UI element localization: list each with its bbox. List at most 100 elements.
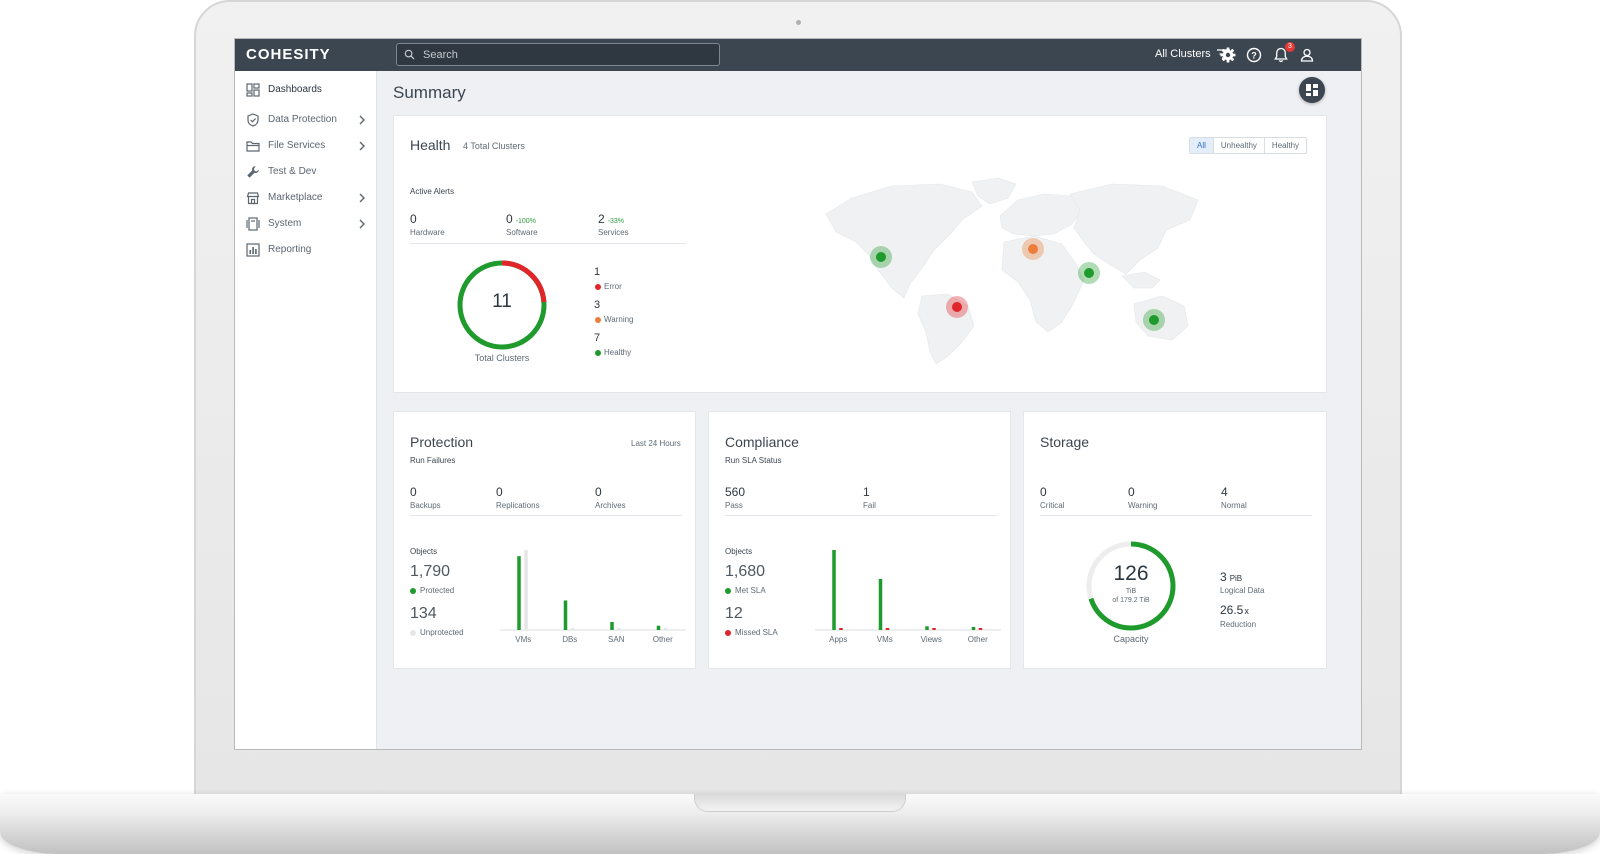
compliance-bar-apps-met-sla <box>832 550 836 630</box>
protection-bar-other-unprotected <box>663 628 668 630</box>
critical-label: Critical <box>1040 501 1065 510</box>
cluster-marker-south-america[interactable] <box>946 296 968 318</box>
cluster-marker-north-america[interactable] <box>870 246 892 268</box>
alerts-divider <box>410 243 686 244</box>
protection-bar-vms-unprotected <box>524 550 528 630</box>
compliance-tick-label: Apps <box>829 635 847 644</box>
sidebar-item-data-protection[interactable]: Data Protection <box>235 109 377 131</box>
health-subtitle: 4 Total Clusters <box>463 141 525 151</box>
fail-label: Fail <box>863 501 876 510</box>
cluster-marker-europe[interactable] <box>1022 238 1044 260</box>
sidebar-item-label: Data Protection <box>268 114 337 125</box>
wrench-icon <box>247 166 259 178</box>
compliance-objects-label: Objects <box>725 547 753 556</box>
map-asia <box>1069 183 1199 275</box>
warning-dot <box>595 317 601 323</box>
protection-tick-label: Other <box>653 635 673 644</box>
logical-data-label: Logical Data <box>1220 586 1265 595</box>
alert-hardware-value: 0 <box>410 212 417 226</box>
compliance-divider <box>725 515 997 516</box>
error-label: Error <box>604 282 622 291</box>
protected-dot <box>410 588 416 594</box>
folder-icon <box>246 141 260 152</box>
page-title: Summary <box>393 83 466 102</box>
protection-tick-label: DBs <box>562 635 577 644</box>
reduction-unit: x <box>1244 606 1249 616</box>
met-sla-label: Met SLA <box>735 586 766 595</box>
sidebar-item-dashboards[interactable]: Dashboards <box>235 79 377 101</box>
sidebar: Dashboards Data Protection File Services… <box>235 71 377 749</box>
normal-label: Normal <box>1221 501 1247 510</box>
server-icon <box>246 217 260 231</box>
alert-software-label: Software <box>506 228 538 237</box>
notification-badge: 3 <box>1285 42 1295 52</box>
active-alerts-label: Active Alerts <box>410 187 455 196</box>
missed-sla-value: 12 <box>725 605 743 622</box>
shield-icon <box>247 113 259 127</box>
healthy-count: 7 <box>594 332 601 344</box>
compliance-tick-label: Views <box>921 635 942 644</box>
protection-bar-san-unprotected <box>617 628 621 630</box>
alert-services-delta: -33% <box>607 218 625 225</box>
reduction-number: 26.5 <box>1220 603 1244 617</box>
compliance-bar-views-missed-sla <box>932 628 936 630</box>
missed-sla-dot <box>725 630 731 636</box>
error-count: 1 <box>594 266 601 278</box>
sidebar-item-label: Test & Dev <box>268 166 317 177</box>
cluster-marker-australia[interactable] <box>1143 309 1165 331</box>
filter-all[interactable]: All <box>1190 138 1213 153</box>
svg-text:?: ? <box>1251 51 1257 61</box>
search-input[interactable] <box>423 47 713 63</box>
alert-services-value: 2 <box>598 212 605 226</box>
map-africa <box>1001 235 1085 333</box>
layout-button[interactable] <box>1299 77 1325 103</box>
protected-value: 1,790 <box>410 563 451 580</box>
alert-services: 2 -33% <box>598 212 624 226</box>
protection-bar-dbs-protected <box>563 600 568 630</box>
capacity-label: Capacity <box>1113 634 1149 644</box>
logical-data-unit: PiB <box>1229 574 1243 583</box>
healthy-dot <box>595 350 601 356</box>
archives-label: Archives <box>595 501 626 510</box>
protection-objects-label: Objects <box>410 547 438 556</box>
protection-card: Protection Last 24 Hours Run Failures 0 … <box>393 411 696 669</box>
map-north-america <box>825 183 983 299</box>
backups-label: Backups <box>410 501 441 510</box>
reduction-value: 26.5x <box>1220 603 1249 617</box>
sidebar-item-marketplace[interactable]: Marketplace <box>235 187 377 209</box>
protection-bar-san-protected <box>610 622 614 630</box>
pass-label: Pass <box>725 501 743 510</box>
sidebar-item-test-dev[interactable]: Test & Dev <box>235 161 377 183</box>
met-sla-dot <box>725 588 731 594</box>
chevron-right-icon <box>359 141 365 151</box>
sidebar-item-system[interactable]: System <box>235 213 377 235</box>
capacity-unit: TiB <box>1125 588 1137 595</box>
filter-healthy[interactable]: Healthy <box>1263 138 1306 153</box>
compliance-tick-label: VMs <box>877 635 893 644</box>
laptop-camera <box>796 20 801 25</box>
search-box[interactable] <box>396 43 720 66</box>
search-icon <box>404 49 415 60</box>
user-icon[interactable] <box>1298 46 1316 64</box>
sidebar-item-file-services[interactable]: File Services <box>235 135 377 157</box>
healthy-label: Healthy <box>604 348 632 357</box>
alert-software: 0 -100% <box>506 212 536 226</box>
filter-unhealthy[interactable]: Unhealthy <box>1212 138 1264 153</box>
layout-grid-icon <box>1306 84 1318 96</box>
cluster-marker-asia[interactable] <box>1078 262 1100 284</box>
protection-divider <box>410 515 682 516</box>
error-arc <box>501 260 547 303</box>
compliance-card: Compliance Run SLA Status 560 Pass 1 Fai… <box>708 411 1011 669</box>
replications-label: Replications <box>496 501 540 510</box>
logical-data-value: 3 PiB <box>1220 570 1242 584</box>
gear-icon[interactable] <box>1219 46 1237 64</box>
sidebar-item-reporting[interactable]: Reporting <box>235 239 377 261</box>
total-clusters-value: 11 <box>492 291 512 312</box>
compliance-bar-apps-missed-sla <box>839 628 843 630</box>
alert-software-value: 0 <box>506 212 513 226</box>
world-map <box>825 177 1199 365</box>
archives-value: 0 <box>595 485 602 499</box>
cohesity-logo[interactable]: COHESITY <box>246 46 331 63</box>
notifications-button[interactable]: 3 <box>1272 42 1295 64</box>
help-icon[interactable]: ? <box>1245 46 1263 64</box>
